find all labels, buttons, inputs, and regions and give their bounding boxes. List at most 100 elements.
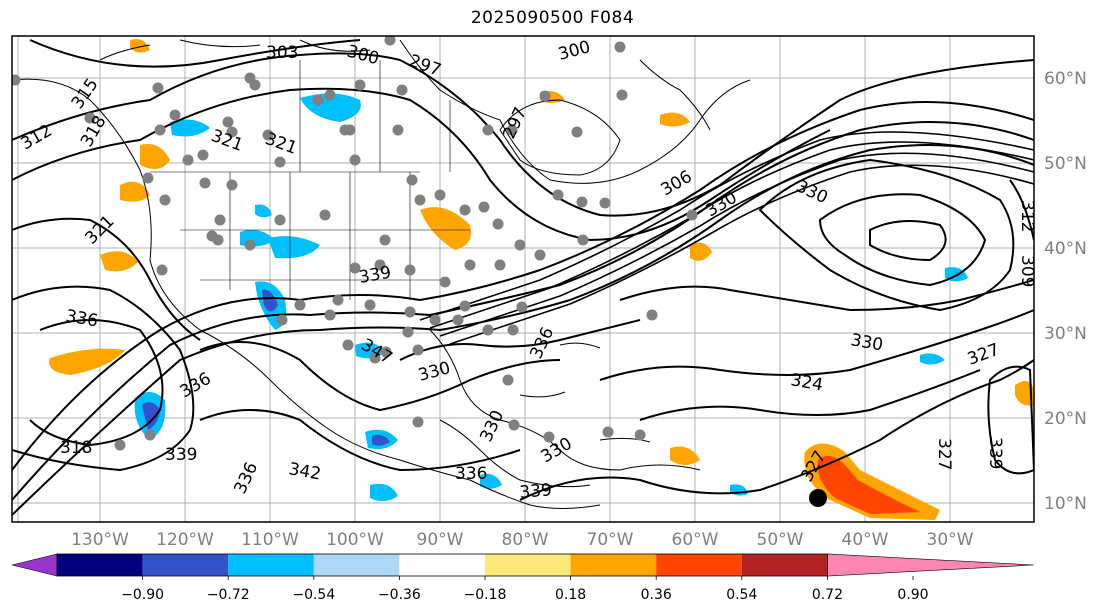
station-dot [602, 426, 614, 438]
station-dot [169, 109, 181, 121]
station-dot [152, 82, 164, 94]
map-title: 2025090500 F084 [470, 8, 635, 28]
station-dot [402, 326, 414, 338]
station-dot [199, 177, 211, 189]
longitude-label: 100°W [326, 530, 384, 550]
colorbar [11, 553, 1035, 577]
station-dot [332, 294, 344, 306]
station-dot [380, 346, 392, 358]
colorbar-segment [570, 554, 657, 576]
colorbar-tick-label: −0.36 [378, 587, 421, 603]
station-dot [614, 41, 626, 53]
station-dot [482, 124, 494, 136]
station-dot [159, 194, 171, 206]
station-dot [616, 89, 628, 101]
station-dot [412, 344, 424, 356]
station-dot [414, 194, 426, 206]
colorbar-segment [313, 554, 400, 576]
station-dot [349, 154, 361, 166]
station-dot [354, 79, 366, 91]
colorbar-segment [399, 554, 485, 576]
colorbar-tick-label: −0.18 [464, 587, 507, 603]
station-dot [342, 339, 354, 351]
station-dot [577, 234, 589, 246]
political-borders [150, 60, 470, 300]
station-dot [478, 201, 490, 213]
colorbar-tick-label: 0.54 [726, 587, 757, 603]
station-dot [206, 230, 218, 242]
longitude-label: 70°W [587, 530, 634, 550]
colorbar-max-extend [827, 553, 1035, 577]
station-dot [12, 74, 21, 86]
station-dot [452, 314, 464, 326]
station-dot [396, 84, 408, 96]
contour-label: 327 [934, 438, 954, 470]
longitude-labels: 130°W 120°W 110°W 100°W 90°W 80°W 70°W 60°W 50°W… [71, 530, 974, 550]
station-dot [412, 416, 424, 428]
station-dot [274, 156, 286, 168]
graticule-grid [12, 36, 1034, 522]
contour-label: 303 [266, 43, 298, 63]
contour-label: 339 [165, 445, 197, 465]
colorbar-tick-label: 0.90 [897, 587, 928, 603]
latitude-label: 30°N [1044, 324, 1087, 344]
station-dot [459, 204, 471, 216]
latitude-label: 60°N [1044, 69, 1087, 89]
station-dot [274, 214, 286, 226]
station-dot [349, 262, 361, 274]
station-dot [482, 324, 494, 336]
station-dot [226, 126, 238, 138]
contour-label: 309 [1017, 255, 1037, 287]
colorbar-segment [741, 554, 828, 576]
station-dot [244, 239, 256, 251]
colorbar-min-extend [11, 553, 58, 577]
contour-label: 336 [455, 464, 487, 484]
station-dot [492, 218, 504, 230]
station-dot [507, 324, 519, 336]
station-dot [369, 352, 381, 364]
station-dot [226, 179, 238, 191]
station-dot [249, 79, 261, 91]
station-dot [434, 189, 446, 201]
colorbar-tick-label: 0.18 [555, 587, 586, 603]
station-dot [142, 172, 154, 184]
station-dot [144, 429, 156, 441]
longitude-label: 90°W [417, 530, 464, 550]
longitude-label: 110°W [241, 530, 299, 550]
station-dot [406, 174, 418, 186]
station-dot [324, 89, 336, 101]
station-dot [324, 309, 336, 321]
longitude-label: 130°W [71, 530, 129, 550]
station-dot [634, 429, 646, 441]
station-dot [156, 264, 168, 276]
station-dot [552, 189, 564, 201]
station-dot [429, 314, 441, 326]
station-dot [312, 94, 324, 106]
colorbar-tick-label: −0.72 [207, 587, 250, 603]
colorbar-segment [656, 554, 742, 576]
station-dot [114, 439, 126, 451]
station-dot [539, 90, 551, 102]
longitude-label: 80°W [502, 530, 549, 550]
station-dot [84, 112, 96, 124]
station-dot [294, 299, 306, 311]
station-dot [571, 126, 583, 138]
station-dot [392, 124, 404, 136]
contour-label: 339 [985, 437, 1005, 469]
colorbar-segment [228, 554, 314, 576]
contour-label: 312 [1017, 200, 1037, 232]
station-dot [182, 154, 194, 166]
colorbar-tick-label: −0.90 [121, 587, 164, 603]
station-dot [506, 124, 518, 136]
storm-center-marker [809, 489, 827, 507]
contour-label: 318 [60, 438, 92, 458]
station-dot [262, 129, 274, 141]
station-dot [384, 36, 396, 46]
station-dot [686, 209, 698, 221]
station-dot [364, 299, 376, 311]
station-dot [514, 239, 526, 251]
station-dot [222, 116, 234, 128]
observation-stations [12, 36, 698, 451]
